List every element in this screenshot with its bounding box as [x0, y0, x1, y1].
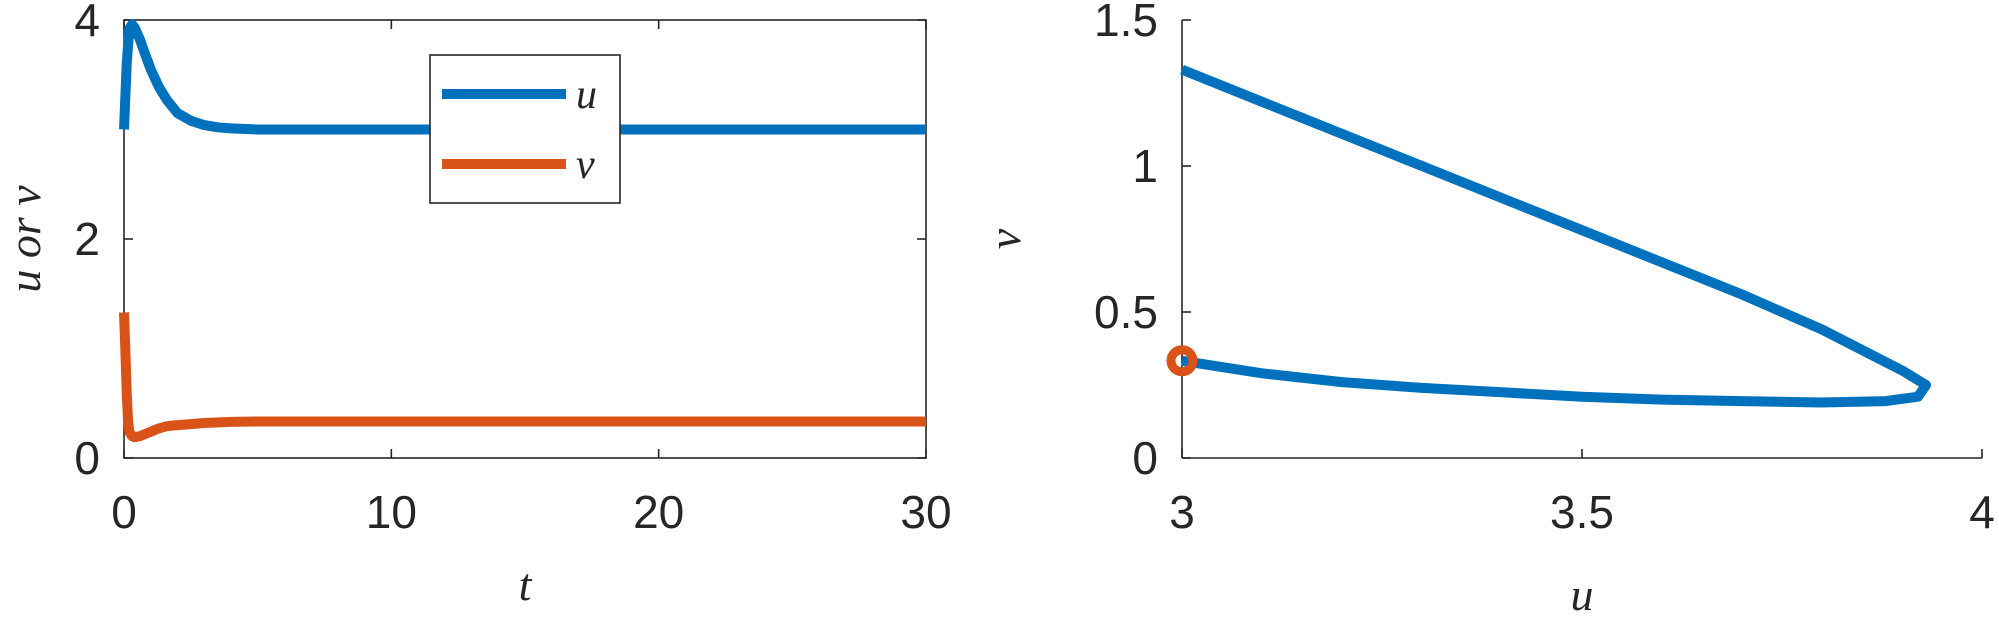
legend-label-u: u: [576, 72, 597, 118]
legend-box: [429, 54, 621, 204]
x-tick-label: 10: [366, 486, 417, 538]
y-tick-label: 1: [1132, 140, 1158, 192]
y-tick-label: 1.5: [1094, 0, 1158, 46]
x-tick-label: 30: [900, 486, 951, 538]
y-axis-label: v: [979, 228, 1030, 249]
series-line-trajectory-0: [1180, 64, 1931, 408]
left-chart-time-series: 0 10 20 30 0 2 4 t u or v uv: [0, 0, 952, 610]
y-tick-label: 4: [74, 0, 100, 46]
y-tick-label: 0: [1132, 432, 1158, 484]
x-axis-label: u: [1571, 569, 1594, 620]
right-chart-phase-plane: 3 3.5 4 0 0.5 1 1.5 u v: [979, 0, 1995, 620]
y-tick-label: 2: [74, 213, 100, 265]
y-axis-label: u or v: [0, 185, 50, 293]
legend: uv: [429, 54, 621, 204]
x-axis-label: t: [519, 559, 533, 610]
x-tick-label: 3: [1169, 486, 1195, 538]
initial-point-marker: [1166, 345, 1198, 377]
y-tick-label: 0: [74, 432, 100, 484]
x-tick-label: 4: [1969, 486, 1995, 538]
x-tick-label: 3.5: [1550, 486, 1614, 538]
y-tick-label: 0.5: [1094, 286, 1158, 338]
legend-label-v: v: [576, 142, 595, 188]
x-tick-label: 20: [633, 486, 684, 538]
x-tick-label: 0: [111, 486, 137, 538]
series-line-v: [119, 312, 926, 443]
